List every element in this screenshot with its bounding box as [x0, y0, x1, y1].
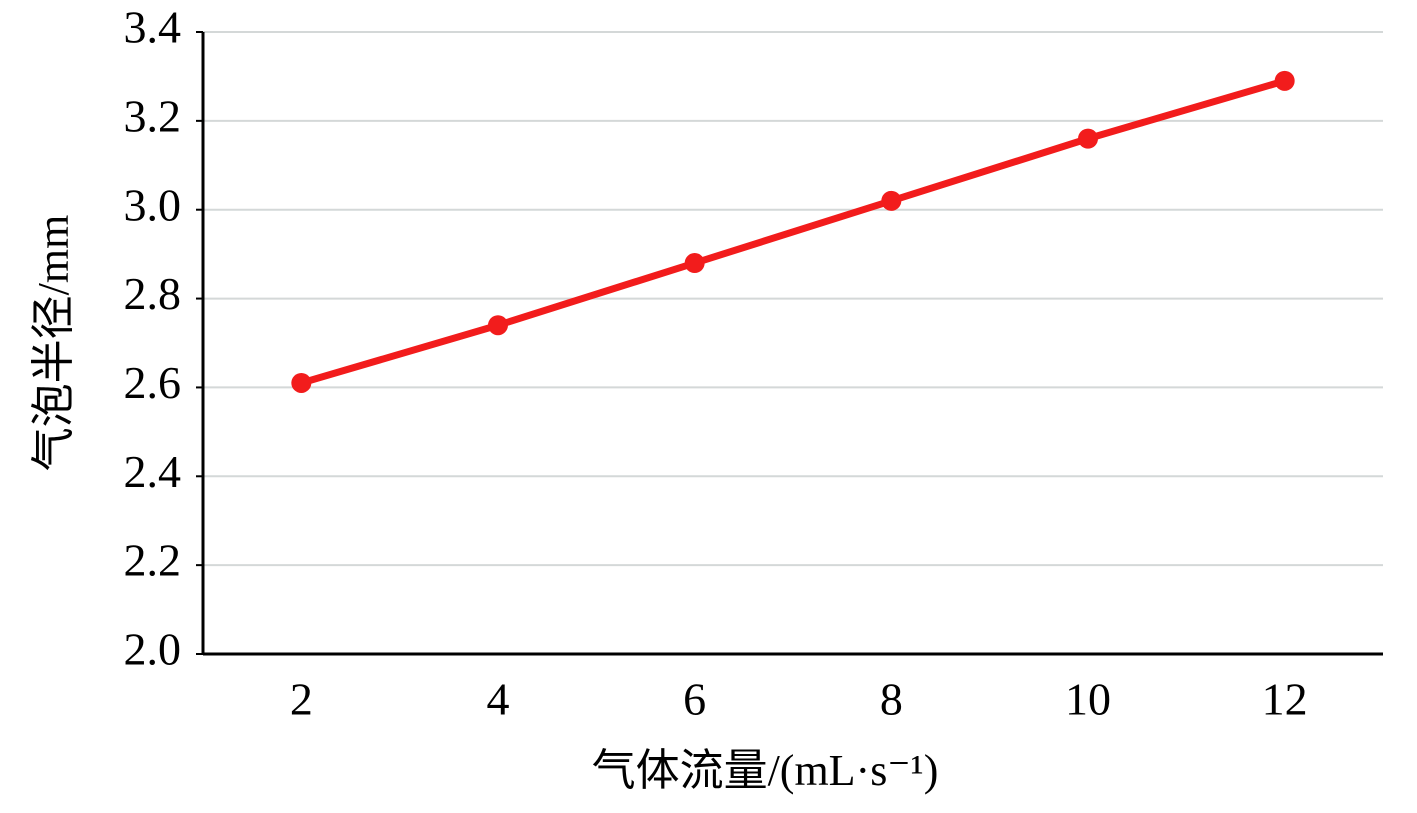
x-tick-label: 8	[880, 674, 903, 725]
x-tick-label: 6	[683, 674, 706, 725]
y-tick-label: 2.4	[124, 446, 182, 497]
y-tick-label: 3.2	[124, 90, 182, 141]
data-point	[291, 372, 312, 393]
data-point	[881, 190, 902, 211]
data-line	[300, 77, 1286, 387]
data-point	[1274, 70, 1295, 91]
x-tick-label: 10	[1065, 674, 1111, 725]
y-tick-label: 2.8	[124, 268, 182, 319]
x-tick-label: 4	[487, 674, 510, 725]
y-tick-label: 2.6	[124, 357, 182, 408]
y-tick-label: 3.4	[124, 2, 182, 53]
data-point	[1078, 128, 1098, 149]
y-tick-label: 2.2	[124, 535, 182, 586]
x-tick-label: 2	[290, 674, 313, 725]
y-axis-label: 气泡半径/mm	[29, 215, 78, 472]
x-axis-label: 气体流量/(mL·s⁻¹)	[592, 746, 939, 795]
data-point	[684, 253, 705, 274]
x-tick-label: 12	[1262, 674, 1308, 725]
data-point	[488, 315, 508, 336]
y-tick-label: 2.0	[124, 624, 182, 675]
y-tick-label: 3.0	[124, 179, 182, 230]
